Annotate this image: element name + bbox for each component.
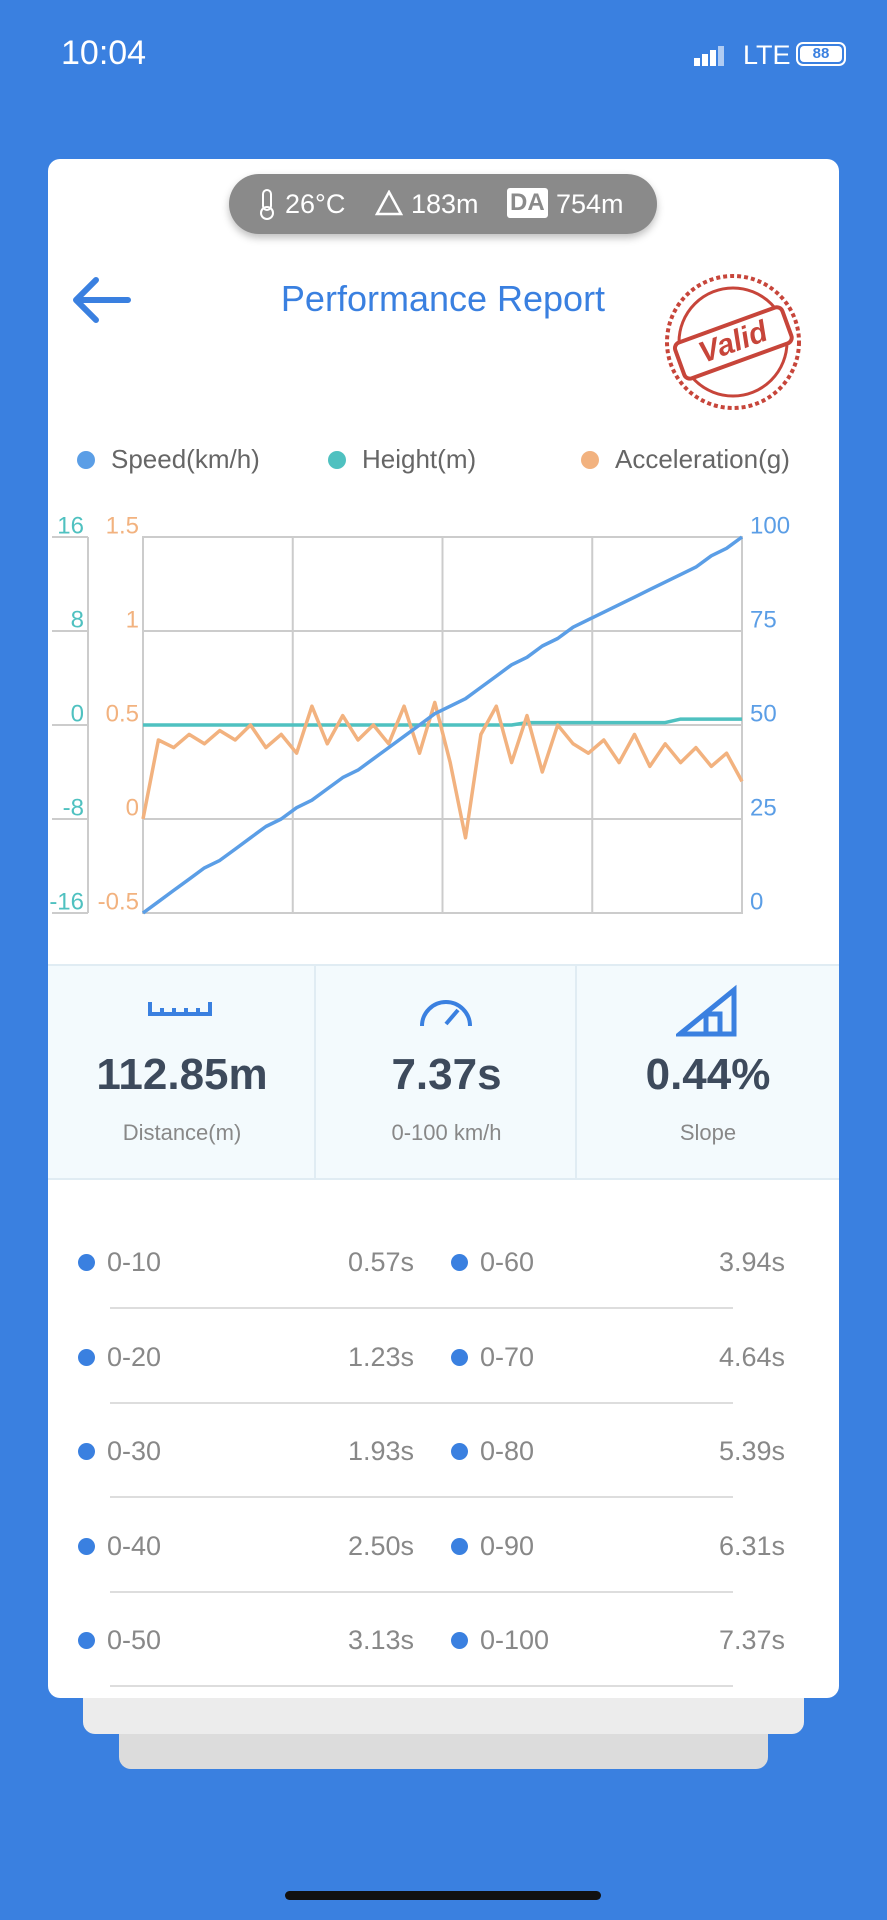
split-time: 1.93s [347, 1436, 414, 1466]
valid-stamp: Valid [665, 274, 801, 410]
split-dot [451, 1443, 468, 1460]
stat-value: 0.44% [645, 1050, 771, 1099]
card-shadow [83, 1698, 804, 1734]
conditions-pill: 26°C 183m DA 754m [229, 174, 657, 234]
split-time: 0.57s [347, 1247, 414, 1277]
legend-dot [328, 451, 346, 469]
split-range: 0-30 [107, 1436, 162, 1466]
y-tick-label: 0 [71, 700, 84, 727]
y-tick-label: -0.5 [98, 888, 139, 915]
split-time: 3.94s [718, 1247, 785, 1277]
split-range: 0-10 [107, 1247, 162, 1277]
altitude: 183m [411, 189, 479, 219]
split-dot [78, 1443, 95, 1460]
report-card [48, 159, 839, 1698]
stat-label: Distance(m) [122, 1120, 242, 1145]
y-tick-label: 75 [750, 606, 777, 633]
split-dot [78, 1632, 95, 1649]
stat-label: Slope [679, 1120, 737, 1145]
y-tick-label: 50 [750, 700, 777, 727]
split-range: 0-60 [480, 1247, 535, 1277]
y-tick-label: 25 [750, 794, 777, 821]
split-time: 2.50s [347, 1530, 414, 1561]
series-line [143, 717, 742, 727]
y-tick-label: 0.5 [106, 700, 139, 727]
split-dot [451, 1348, 468, 1366]
split-time: 7.37s [718, 1625, 785, 1655]
legend-label: Acceleration(g) [615, 444, 790, 474]
density-altitude: 754m [556, 189, 624, 219]
page-title: Performance Report [280, 278, 606, 319]
home-indicator [285, 1891, 601, 1900]
stats-panel [48, 964, 839, 1180]
network-label: LTE [743, 40, 791, 70]
split-range: 0-50 [107, 1625, 162, 1655]
battery: 88 [796, 42, 846, 66]
legend-dot [77, 451, 95, 469]
y-tick-label: 0 [126, 794, 139, 821]
split-range: 0-40 [107, 1530, 162, 1561]
battery-level: 88 [800, 46, 842, 62]
split-time: 1.23s [347, 1341, 414, 1372]
signal-icon [694, 46, 724, 66]
split-range: 0-70 [480, 1341, 535, 1372]
y-tick-label: 1 [126, 606, 139, 633]
split-dot [451, 1254, 468, 1271]
y-tick-label: 8 [71, 606, 84, 633]
split-range: 0-90 [480, 1530, 535, 1561]
split-dot [451, 1632, 468, 1649]
split-range: 0-100 [480, 1625, 550, 1655]
split-dot [78, 1537, 95, 1555]
da-badge: DA [507, 188, 548, 218]
split-range: 0-20 [107, 1341, 162, 1372]
legend-label: Height(m) [362, 444, 476, 474]
stat-value: 7.37s [391, 1050, 502, 1099]
y-tick-label: 16 [57, 512, 84, 539]
back-button[interactable] [68, 272, 134, 328]
split-divider [110, 1307, 733, 1309]
y-tick-label: -16 [49, 888, 84, 915]
series-line [141, 535, 744, 915]
split-divider [110, 1496, 733, 1498]
split-divider [110, 1401, 733, 1404]
split-dot [78, 1348, 95, 1366]
split-dot [78, 1254, 95, 1271]
legend-dot [581, 451, 599, 469]
status-time: 10:04 [61, 34, 147, 72]
split-range: 0-80 [480, 1436, 535, 1466]
y-tick-label: 1.5 [106, 512, 139, 539]
split-time: 5.39s [718, 1436, 785, 1466]
split-time: 3.13s [347, 1625, 414, 1655]
chart: Speed(km/h) Height(m) Acceleration(g) -16 -8… [49, 444, 790, 915]
y-tick-label: -8 [63, 794, 84, 821]
split-time: 4.64s [718, 1341, 785, 1372]
split-divider [110, 1685, 733, 1687]
y-tick-label: 100 [750, 512, 790, 539]
stat-label: 0-100 km/h [391, 1120, 502, 1145]
card-shadow [119, 1733, 768, 1769]
split-time: 6.31s [718, 1530, 785, 1561]
legend-label: Speed(km/h) [111, 444, 260, 474]
temperature: 26°C [285, 189, 346, 219]
split-divider [110, 1590, 733, 1593]
split-dot [451, 1537, 468, 1555]
series-line [141, 700, 744, 840]
stat-value: 112.85m [96, 1050, 268, 1099]
y-tick-label: 0 [750, 888, 763, 915]
